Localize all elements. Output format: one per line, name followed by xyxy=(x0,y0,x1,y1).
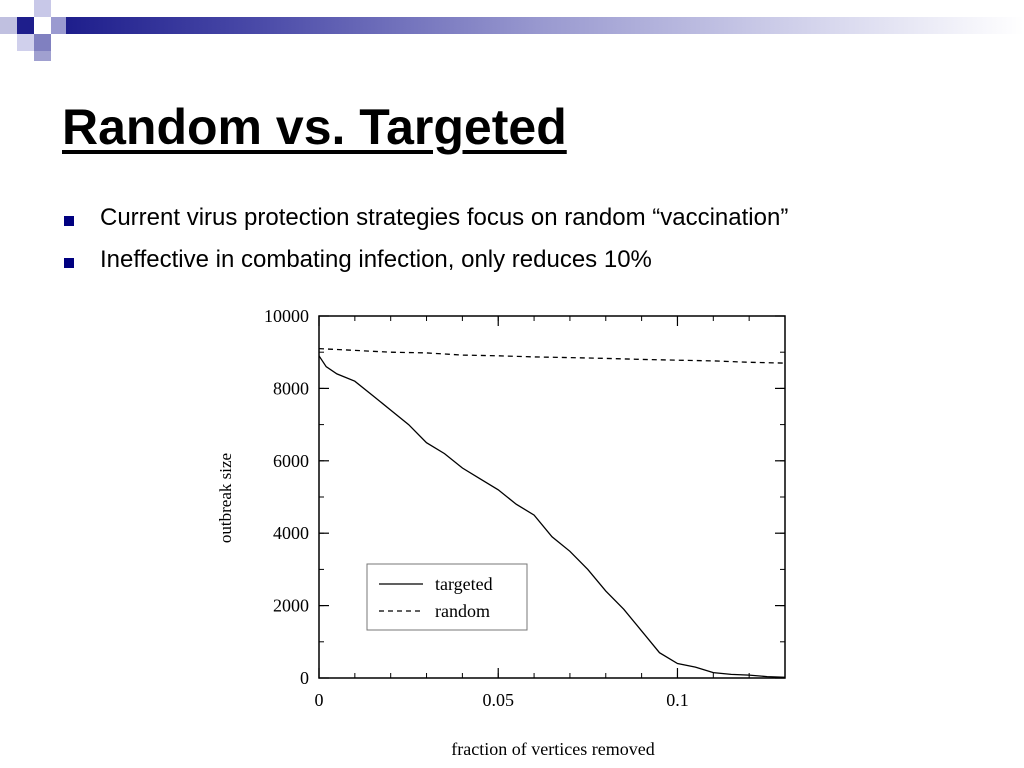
y-tick-label: 4000 xyxy=(273,523,309,543)
square-bullet-icon xyxy=(64,216,74,226)
series-line-targeted xyxy=(318,355,786,678)
outbreak-chart: 0 0.05 0.1 0 2000 4000 6000 8000 10000 targeted ra… xyxy=(216,306,786,759)
header-gradient-band xyxy=(66,17,1024,34)
series-line-random xyxy=(318,347,786,364)
y-tick-label: 2000 xyxy=(273,596,309,616)
x-tick-label: 0.05 xyxy=(482,690,514,710)
x-tick-label: 0 xyxy=(315,690,324,710)
deco-square-small xyxy=(34,51,51,61)
corner-decoration xyxy=(0,0,110,70)
slide-title: Random vs. Targeted xyxy=(62,99,567,155)
plot-area: 0 0.05 0.1 0 2000 4000 6000 8000 10000 targeted ra… xyxy=(264,306,786,710)
deco-square-mid xyxy=(34,34,51,51)
legend-label: targeted xyxy=(435,574,493,594)
deco-square-pale xyxy=(34,0,51,17)
bullet-text: Ineffective in combating infection, only… xyxy=(100,246,652,273)
square-bullet-icon xyxy=(64,258,74,268)
legend-box xyxy=(366,563,528,631)
x-axis-label: fraction of vertices removed xyxy=(451,739,654,759)
x-tick-label: 0.1 xyxy=(666,690,689,710)
legend-label: random xyxy=(435,601,490,621)
bullet-text: Current virus protection strategies focu… xyxy=(100,204,789,231)
y-tick-label: 10000 xyxy=(264,306,309,326)
deco-square-navy xyxy=(17,17,34,34)
y-tick-label: 0 xyxy=(300,668,309,688)
y-tick-label: 8000 xyxy=(273,378,309,398)
deco-square-pale-2 xyxy=(17,34,34,51)
deco-square-lavender xyxy=(51,17,66,34)
deco-square-light xyxy=(0,17,17,34)
y-axis-label: outbreak size xyxy=(216,453,235,543)
y-tick-label: 6000 xyxy=(273,451,309,471)
